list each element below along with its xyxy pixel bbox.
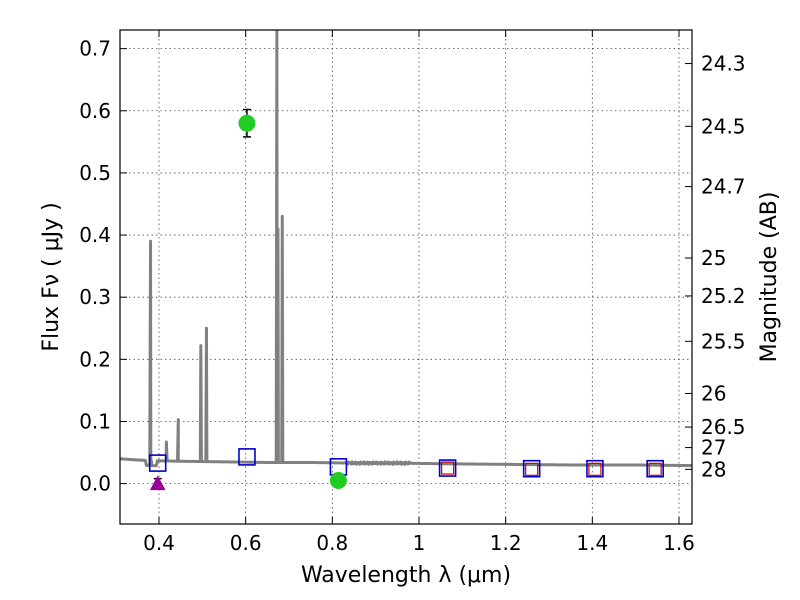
model-photometry-square-blue (522, 459, 541, 478)
x-tick-label: 0.8 (316, 531, 348, 555)
model-photometry-square-blue (238, 448, 256, 466)
y-tick-label: 0.6 (79, 99, 111, 123)
x-tick-label: 1.6 (663, 531, 695, 555)
observed-photometry-point (329, 472, 347, 490)
right-axis-label: Magnitude (AB) (757, 192, 782, 363)
right-tick-label: 28 (701, 457, 726, 481)
right-tick-label: 24.5 (701, 114, 746, 138)
plot-frame (119, 29, 693, 525)
y-tick-label: 0.1 (79, 409, 111, 433)
x-tick-label: 1 (413, 531, 426, 555)
y-tick-label: 0.3 (79, 285, 111, 309)
x-tick-label: 1.2 (490, 531, 522, 555)
model-photometry-square-red (588, 462, 602, 476)
y-tick-label: 0.4 (79, 223, 111, 247)
x-tick-label: 0.4 (143, 531, 175, 555)
observed-photometry-point (238, 114, 256, 132)
x-axis-label: Wavelength λ (μm) (301, 563, 511, 588)
right-tick-label: 27 (701, 436, 726, 460)
model-photometry-square-red (648, 462, 662, 476)
upper-limit-marker (149, 475, 166, 491)
axis-ticks: 0.4 0.6 0.8 1 1.2 1.4 1.6 0.0 0.1 0.2 0.3 0.4 0.5 0.6… (79, 30, 746, 555)
model-photometry-square-red (441, 461, 455, 475)
y-tick-label: 0.5 (79, 161, 111, 185)
x-tick-label: 0.6 (230, 531, 262, 555)
grid-lines (120, 30, 692, 524)
right-tick-label: 24.3 (701, 52, 746, 76)
right-tick-label: 24.7 (701, 175, 746, 199)
model-photometry-square-red (525, 462, 539, 476)
sed-spectrum-line (120, 30, 692, 468)
right-tick-label: 25 (701, 246, 726, 270)
right-tick-label: 26 (701, 382, 726, 406)
model-photometry-square-blue (148, 454, 167, 472)
right-tick-label: 25.5 (701, 329, 746, 353)
model-photometry-square-blue (646, 459, 664, 478)
model-photometry-square-blue (586, 459, 604, 478)
right-tick-label: 25.2 (701, 284, 746, 308)
x-tick-label: 1.4 (576, 531, 608, 555)
y-tick-label: 0.2 (79, 347, 111, 371)
y-axis-label: Flux Fν ( μJy ) (39, 202, 64, 351)
right-tick-label: 26.5 (701, 415, 746, 439)
y-tick-label: 0.7 (79, 37, 111, 61)
plot-area (120, 30, 692, 491)
model-photometry-square-blue (438, 459, 457, 477)
y-tick-label: 0.0 (79, 472, 111, 496)
